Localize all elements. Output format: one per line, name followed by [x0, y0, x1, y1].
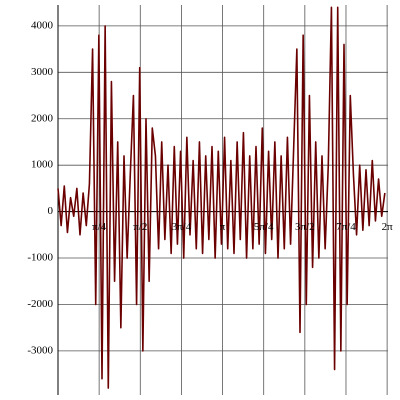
x-tick-label: π/4: [92, 221, 107, 233]
y-tick-label: -1000: [27, 252, 53, 264]
x-tick-label: 3π/4: [172, 221, 192, 233]
x-tick-label: 5π/4: [254, 221, 274, 233]
y-tick-label: 3000: [31, 66, 54, 78]
labels: -3000 -2000 -1000 0 1000 2000 3000 4000 π/4 π/2 3π…: [27, 19, 393, 356]
x-tick-label: 7π/4: [336, 221, 356, 233]
y-tick-label: 2000: [31, 112, 54, 124]
marks: [57, 6, 386, 389]
y-tick-label: 0: [48, 205, 54, 217]
y-tick-label: -2000: [27, 298, 53, 310]
x-tick-label: π/2: [133, 221, 147, 233]
y-tick-label: -3000: [27, 344, 53, 356]
y-tick-label: 4000: [31, 19, 54, 31]
x-tick-label: π: [220, 221, 226, 233]
data-line: [57, 6, 386, 389]
x-tick-label: 2π: [382, 221, 394, 233]
y-tick-label: 1000: [31, 159, 54, 171]
x-tick-label: 3π/2: [295, 221, 315, 233]
